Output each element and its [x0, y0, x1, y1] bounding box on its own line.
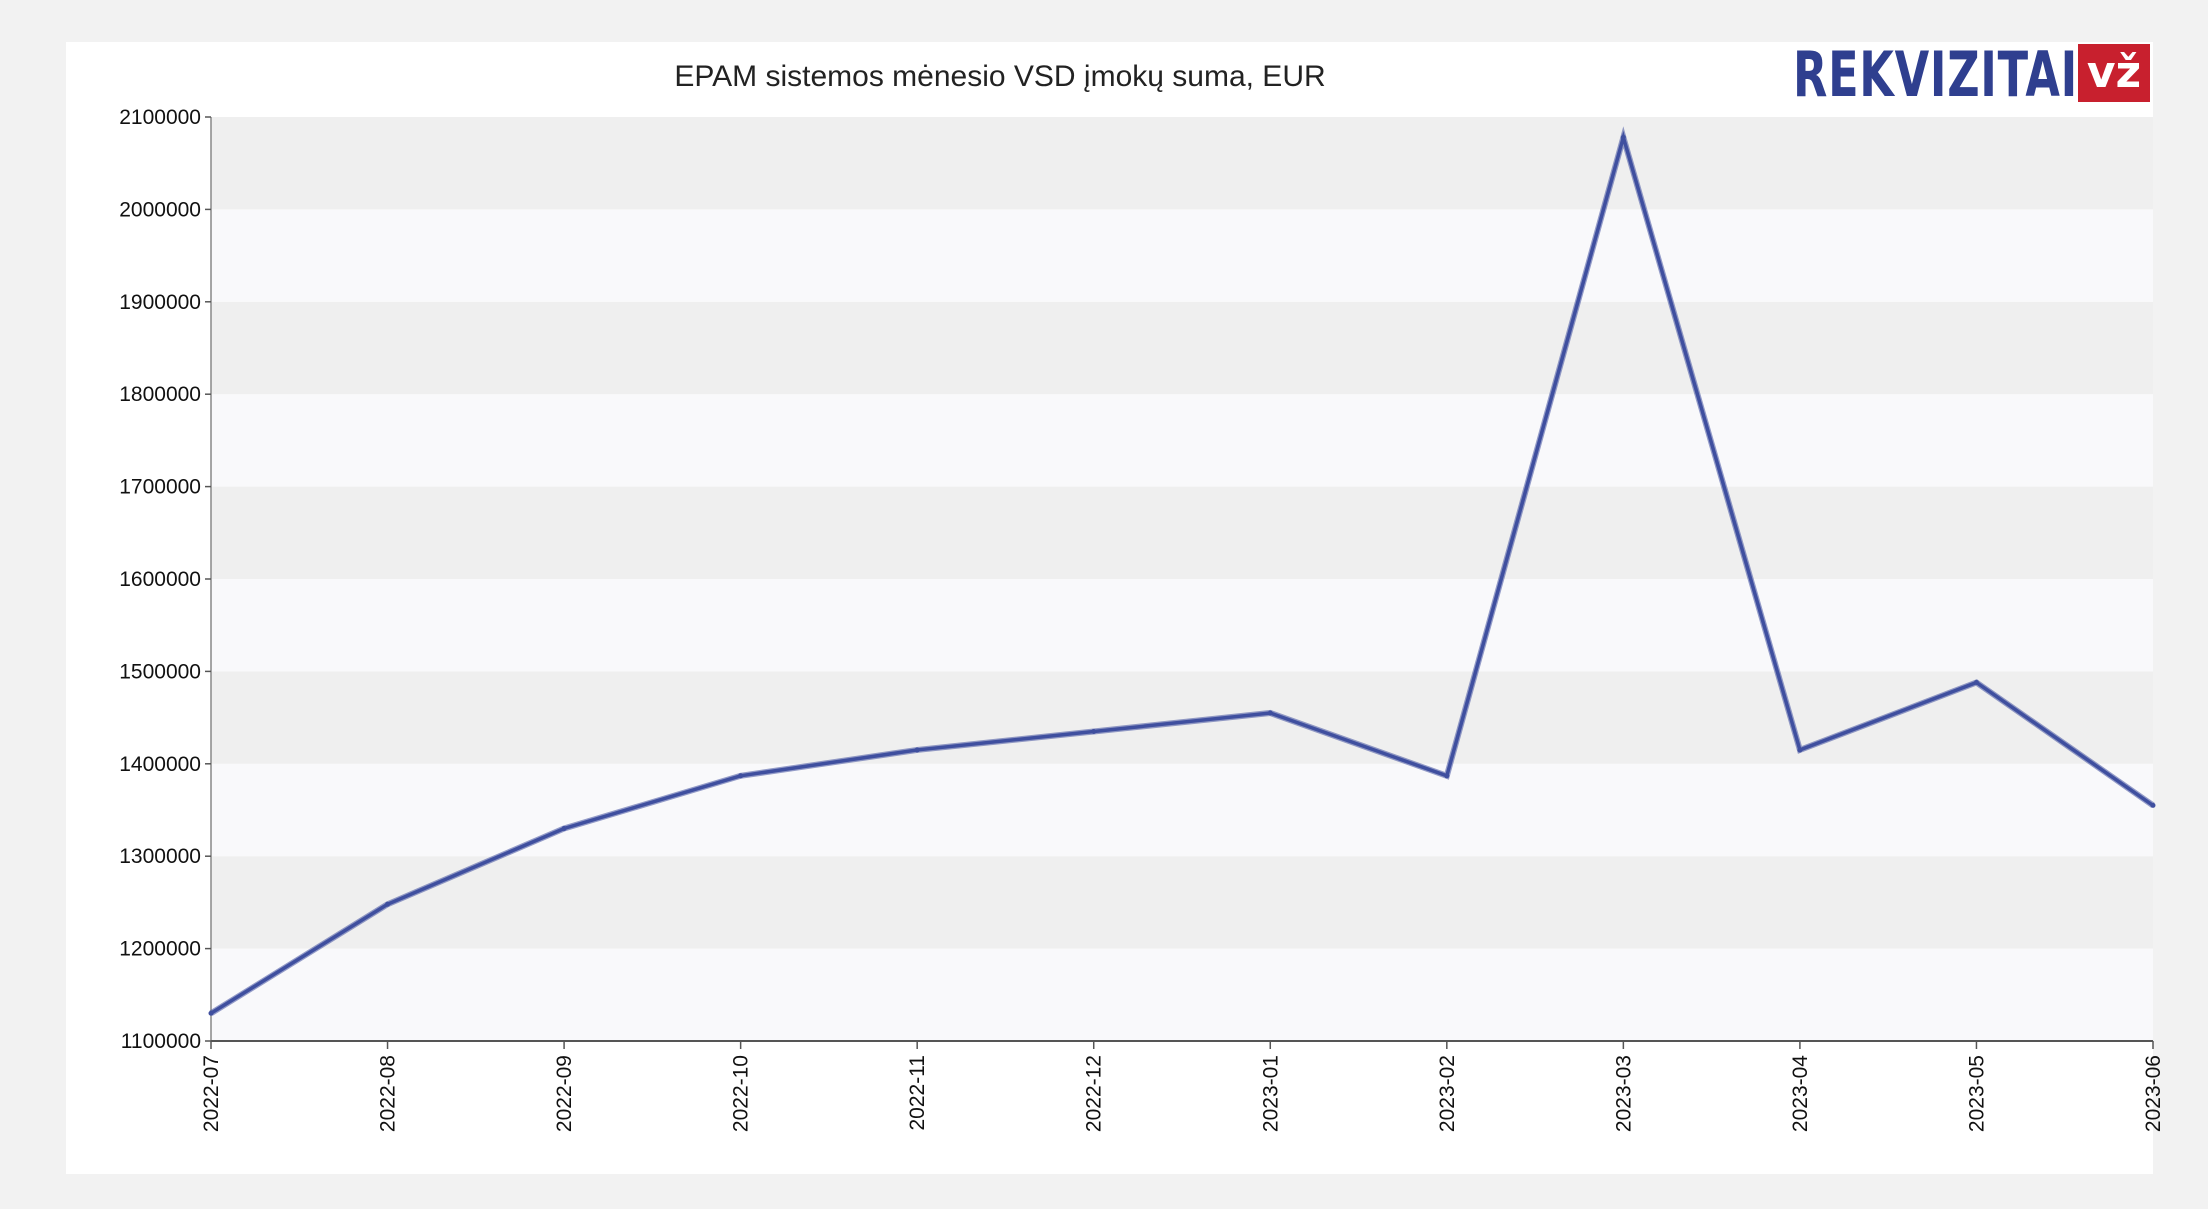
- y-axis-ticks: 1100000 1200000 1300000 1400000 1500000 16000…: [119, 106, 211, 1053]
- data-point: [385, 901, 391, 907]
- grid-band: [211, 579, 2153, 672]
- y-tick-label: 1400000: [119, 753, 201, 776]
- y-tick-label: 1600000: [119, 568, 201, 591]
- x-tick-label: 2022-12: [1083, 1055, 1106, 1132]
- data-point: [1091, 728, 1097, 734]
- x-tick-label: 2023-06: [2142, 1055, 2165, 1132]
- y-tick-label: 2000000: [119, 198, 201, 221]
- logo-text: REKVIZITAI: [1793, 37, 2078, 111]
- rekvizitai-logo: REKVIZITAI vž: [1793, 37, 2150, 111]
- data-point: [208, 1010, 214, 1016]
- x-tick-label: 2022-07: [200, 1055, 223, 1132]
- grid-band: [211, 209, 2153, 302]
- grid-band: [211, 301, 2153, 395]
- x-tick-label: 2022-10: [730, 1055, 753, 1132]
- y-tick-label: 2100000: [119, 106, 201, 129]
- series-line: [210, 130, 2154, 1015]
- y-tick-label: 1100000: [121, 1030, 201, 1053]
- chart-title: EPAM sistemos mėnesio VSD įmokų suma, EU…: [674, 60, 1325, 93]
- x-axis-ticks: 2022-07 2022-08 2022-09 2022-10 2022-11 2022-…: [200, 1041, 2165, 1132]
- grid-bands: [211, 117, 2153, 1041]
- y-tick-label: 1300000: [119, 845, 201, 868]
- data-point: [1797, 747, 1803, 753]
- x-tick-label: 2023-01: [1259, 1055, 1282, 1132]
- y-tick-label: 1800000: [119, 383, 201, 406]
- grid-band: [211, 486, 2153, 579]
- data-point: [1267, 710, 1273, 716]
- logo-badge: vž: [2078, 44, 2150, 102]
- x-tick-label: 2023-02: [1436, 1055, 1459, 1132]
- data-point: [1620, 134, 1626, 140]
- y-tick-label: 1900000: [119, 291, 201, 314]
- x-tick-label: 2022-09: [553, 1055, 576, 1132]
- grid-band: [211, 763, 2153, 857]
- x-tick-label: 2023-05: [1965, 1055, 1988, 1132]
- y-tick-label: 1200000: [119, 938, 201, 961]
- data-point: [1973, 679, 1979, 685]
- data-point: [914, 747, 920, 753]
- x-tick-label: 2023-03: [1612, 1055, 1635, 1132]
- series-layer: [208, 126, 2156, 1016]
- grid-band: [211, 394, 2153, 487]
- grid-band: [211, 948, 2153, 1041]
- data-point: [738, 773, 744, 779]
- data-point: [561, 825, 567, 831]
- x-tick-label: 2022-11: [906, 1055, 929, 1131]
- x-tick-label: 2023-04: [1789, 1055, 1812, 1132]
- grid-band: [211, 117, 2153, 210]
- data-point: [2150, 802, 2156, 808]
- y-tick-label: 1500000: [119, 660, 201, 683]
- grid-band: [211, 671, 2153, 764]
- data-point: [1444, 773, 1450, 779]
- grid-band: [211, 856, 2153, 949]
- x-tick-label: 2022-08: [377, 1055, 400, 1132]
- y-tick-label: 1700000: [119, 476, 201, 499]
